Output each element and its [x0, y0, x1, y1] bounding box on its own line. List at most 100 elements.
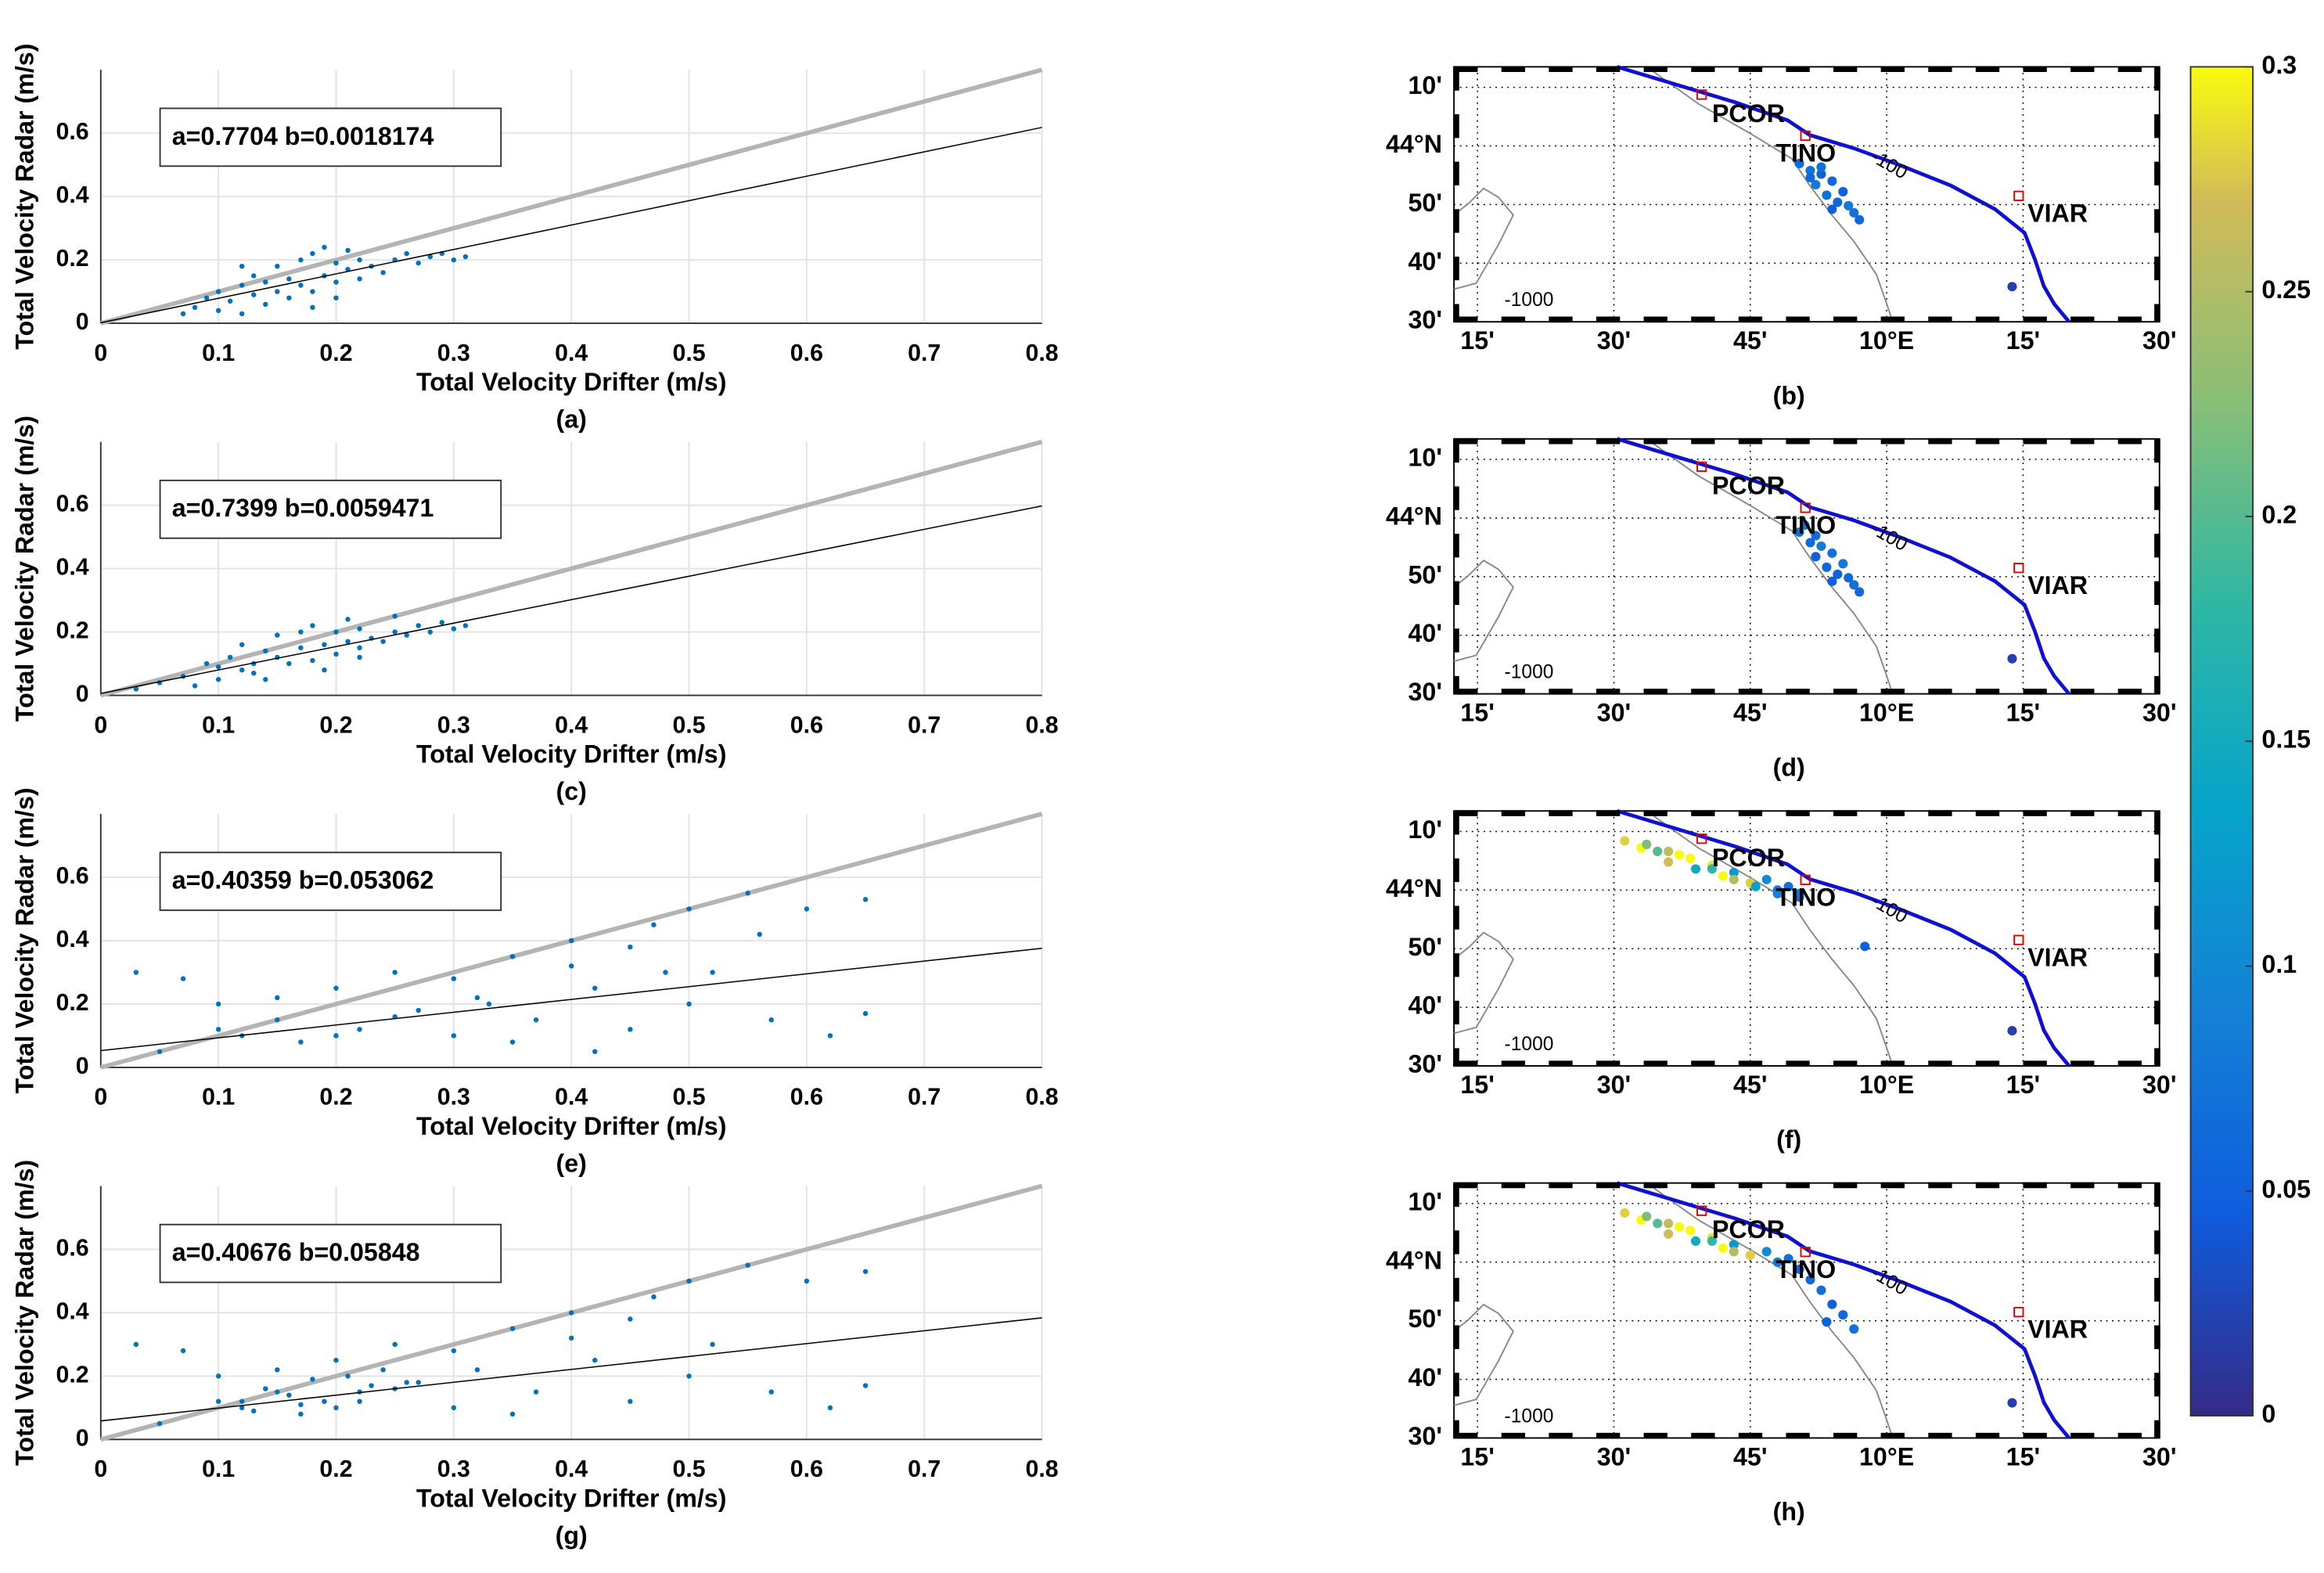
- x-tick-label: 0.1: [202, 712, 235, 738]
- y-tick-label: 30': [1408, 1050, 1442, 1078]
- x-tick-label: 0.8: [1026, 1456, 1059, 1482]
- x-axis-label: Total Velocity Drifter (m/s): [416, 368, 726, 396]
- x-tick-label: 0.4: [555, 712, 588, 738]
- colorbar: [2189, 66, 2254, 1417]
- x-axis-label: Total Velocity Drifter (m/s): [416, 1485, 726, 1513]
- x-tick-label: 15': [1460, 1442, 1494, 1470]
- identity-line: [100, 67, 1043, 326]
- scatter-panel: 0 0.1 0.2 0.3 0.4 0.5 0.6 0.7 0.8 0 0.2 0.4 0.6 a=0.7…: [11, 44, 1059, 434]
- data-point: [380, 1367, 386, 1373]
- drifter-point: [2007, 1026, 2017, 1036]
- data-point: [462, 254, 469, 260]
- station-marker: [1696, 89, 1707, 100]
- drifter-point: [1833, 569, 1843, 579]
- drifter-point: [1718, 1243, 1728, 1253]
- map-panel: 15' 30' 45' 10°E 15' 30'30'40'50'44°N10'-100-…: [1386, 67, 2176, 409]
- drifter-point: [1685, 1226, 1696, 1236]
- y-tick-label: 0: [76, 1425, 89, 1451]
- drifter-point: [1822, 562, 1832, 572]
- drifter-point: [1838, 559, 1848, 569]
- station-label: TINO: [1775, 1255, 1836, 1283]
- y-tick-label: 10': [1408, 71, 1442, 99]
- data-point: [357, 257, 362, 263]
- data-point: [404, 632, 409, 638]
- drifter-point: [1833, 197, 1843, 207]
- data-point: [215, 1398, 221, 1405]
- data-point: [345, 639, 351, 644]
- data-point: [156, 1420, 163, 1427]
- y-axis-label: Total Velocity Radar (m/s): [11, 44, 39, 350]
- x-tick-label: 0.2: [319, 1085, 352, 1110]
- drifter-point: [1783, 1254, 1793, 1264]
- x-axis-label: Total Velocity Drifter (m/s): [416, 740, 726, 769]
- data-point: [592, 1357, 598, 1363]
- x-tick-label: 15': [2006, 1071, 2040, 1099]
- x-tick-label: 0.7: [908, 340, 941, 366]
- data-point: [416, 260, 421, 266]
- annotation-box: [159, 1223, 502, 1283]
- data-point: [568, 1335, 574, 1341]
- scatter-panel: 0 0.1 0.2 0.3 0.4 0.5 0.6 0.7 0.8 0 0.2 0.4 0.6 a=0.4…: [11, 1160, 1059, 1550]
- drifter-point: [1729, 1247, 1739, 1257]
- station-marker: [1696, 833, 1707, 844]
- data-point: [827, 1033, 833, 1038]
- y-tick-label: 0: [76, 682, 89, 707]
- data-point: [203, 295, 210, 301]
- data-point: [404, 250, 409, 257]
- station-marker: [1800, 130, 1811, 142]
- contour-label: -1000: [1505, 1034, 1554, 1055]
- data-point: [592, 1049, 598, 1054]
- data-point: [628, 944, 633, 950]
- data-point: [533, 1389, 539, 1395]
- drifter-point: [1844, 200, 1854, 211]
- y-tick-label: 0.4: [56, 1298, 89, 1324]
- station-label: VIAR: [2027, 199, 2088, 227]
- drifter-point: [1653, 1218, 1663, 1229]
- x-tick-label: 0.4: [555, 1456, 588, 1482]
- data-point: [862, 1383, 869, 1388]
- drifter-point: [1620, 1208, 1630, 1218]
- fit-line: [100, 505, 1042, 694]
- drifter-point: [1707, 1236, 1718, 1246]
- data-point: [286, 661, 292, 667]
- drifter-point: [1822, 1317, 1832, 1327]
- drifter-point: [1675, 1222, 1685, 1232]
- drifter-point: [1794, 527, 1804, 537]
- x-tick-label: 45': [1733, 1071, 1767, 1099]
- caption: (f): [1776, 1125, 1801, 1154]
- drifter-point: [1805, 165, 1815, 176]
- y-tick-label: 44°N: [1386, 874, 1442, 902]
- caption: (d): [1773, 754, 1805, 782]
- data-point: [745, 891, 750, 896]
- data-point: [533, 1017, 539, 1023]
- y-tick-label: 30': [1408, 678, 1442, 706]
- y-tick-label: 44°N: [1386, 1246, 1442, 1274]
- x-tick-label: 10°E: [1859, 699, 1914, 727]
- x-tick-label: 0.3: [437, 712, 470, 738]
- data-point: [451, 257, 457, 263]
- drifter-point: [1827, 1299, 1837, 1309]
- drifter-point: [1827, 176, 1837, 186]
- data-point: [451, 976, 457, 981]
- x-tick-label: 10°E: [1859, 1442, 1914, 1470]
- data-point: [333, 1357, 339, 1363]
- x-tick-label: 0.3: [437, 340, 470, 366]
- data-point: [298, 645, 304, 651]
- drifter-point: [1750, 881, 1761, 891]
- data-point: [462, 623, 469, 628]
- x-tick-label: 30': [1597, 1071, 1631, 1099]
- x-tick-label: 0.1: [202, 1456, 235, 1482]
- data-point: [275, 1389, 280, 1395]
- data-point: [239, 311, 245, 317]
- data-point: [768, 1017, 774, 1023]
- y-tick-label: 0.2: [56, 246, 89, 272]
- y-tick-label: 0.6: [56, 119, 89, 145]
- data-point: [251, 273, 257, 279]
- drifter-point: [1827, 576, 1837, 586]
- x-tick-label: 0: [94, 712, 107, 738]
- y-tick-label: 10': [1408, 444, 1442, 472]
- y-tick-label: 30': [1408, 1422, 1442, 1450]
- station-label: VIAR: [2027, 943, 2088, 971]
- x-tick-label: 0.8: [1026, 1085, 1059, 1110]
